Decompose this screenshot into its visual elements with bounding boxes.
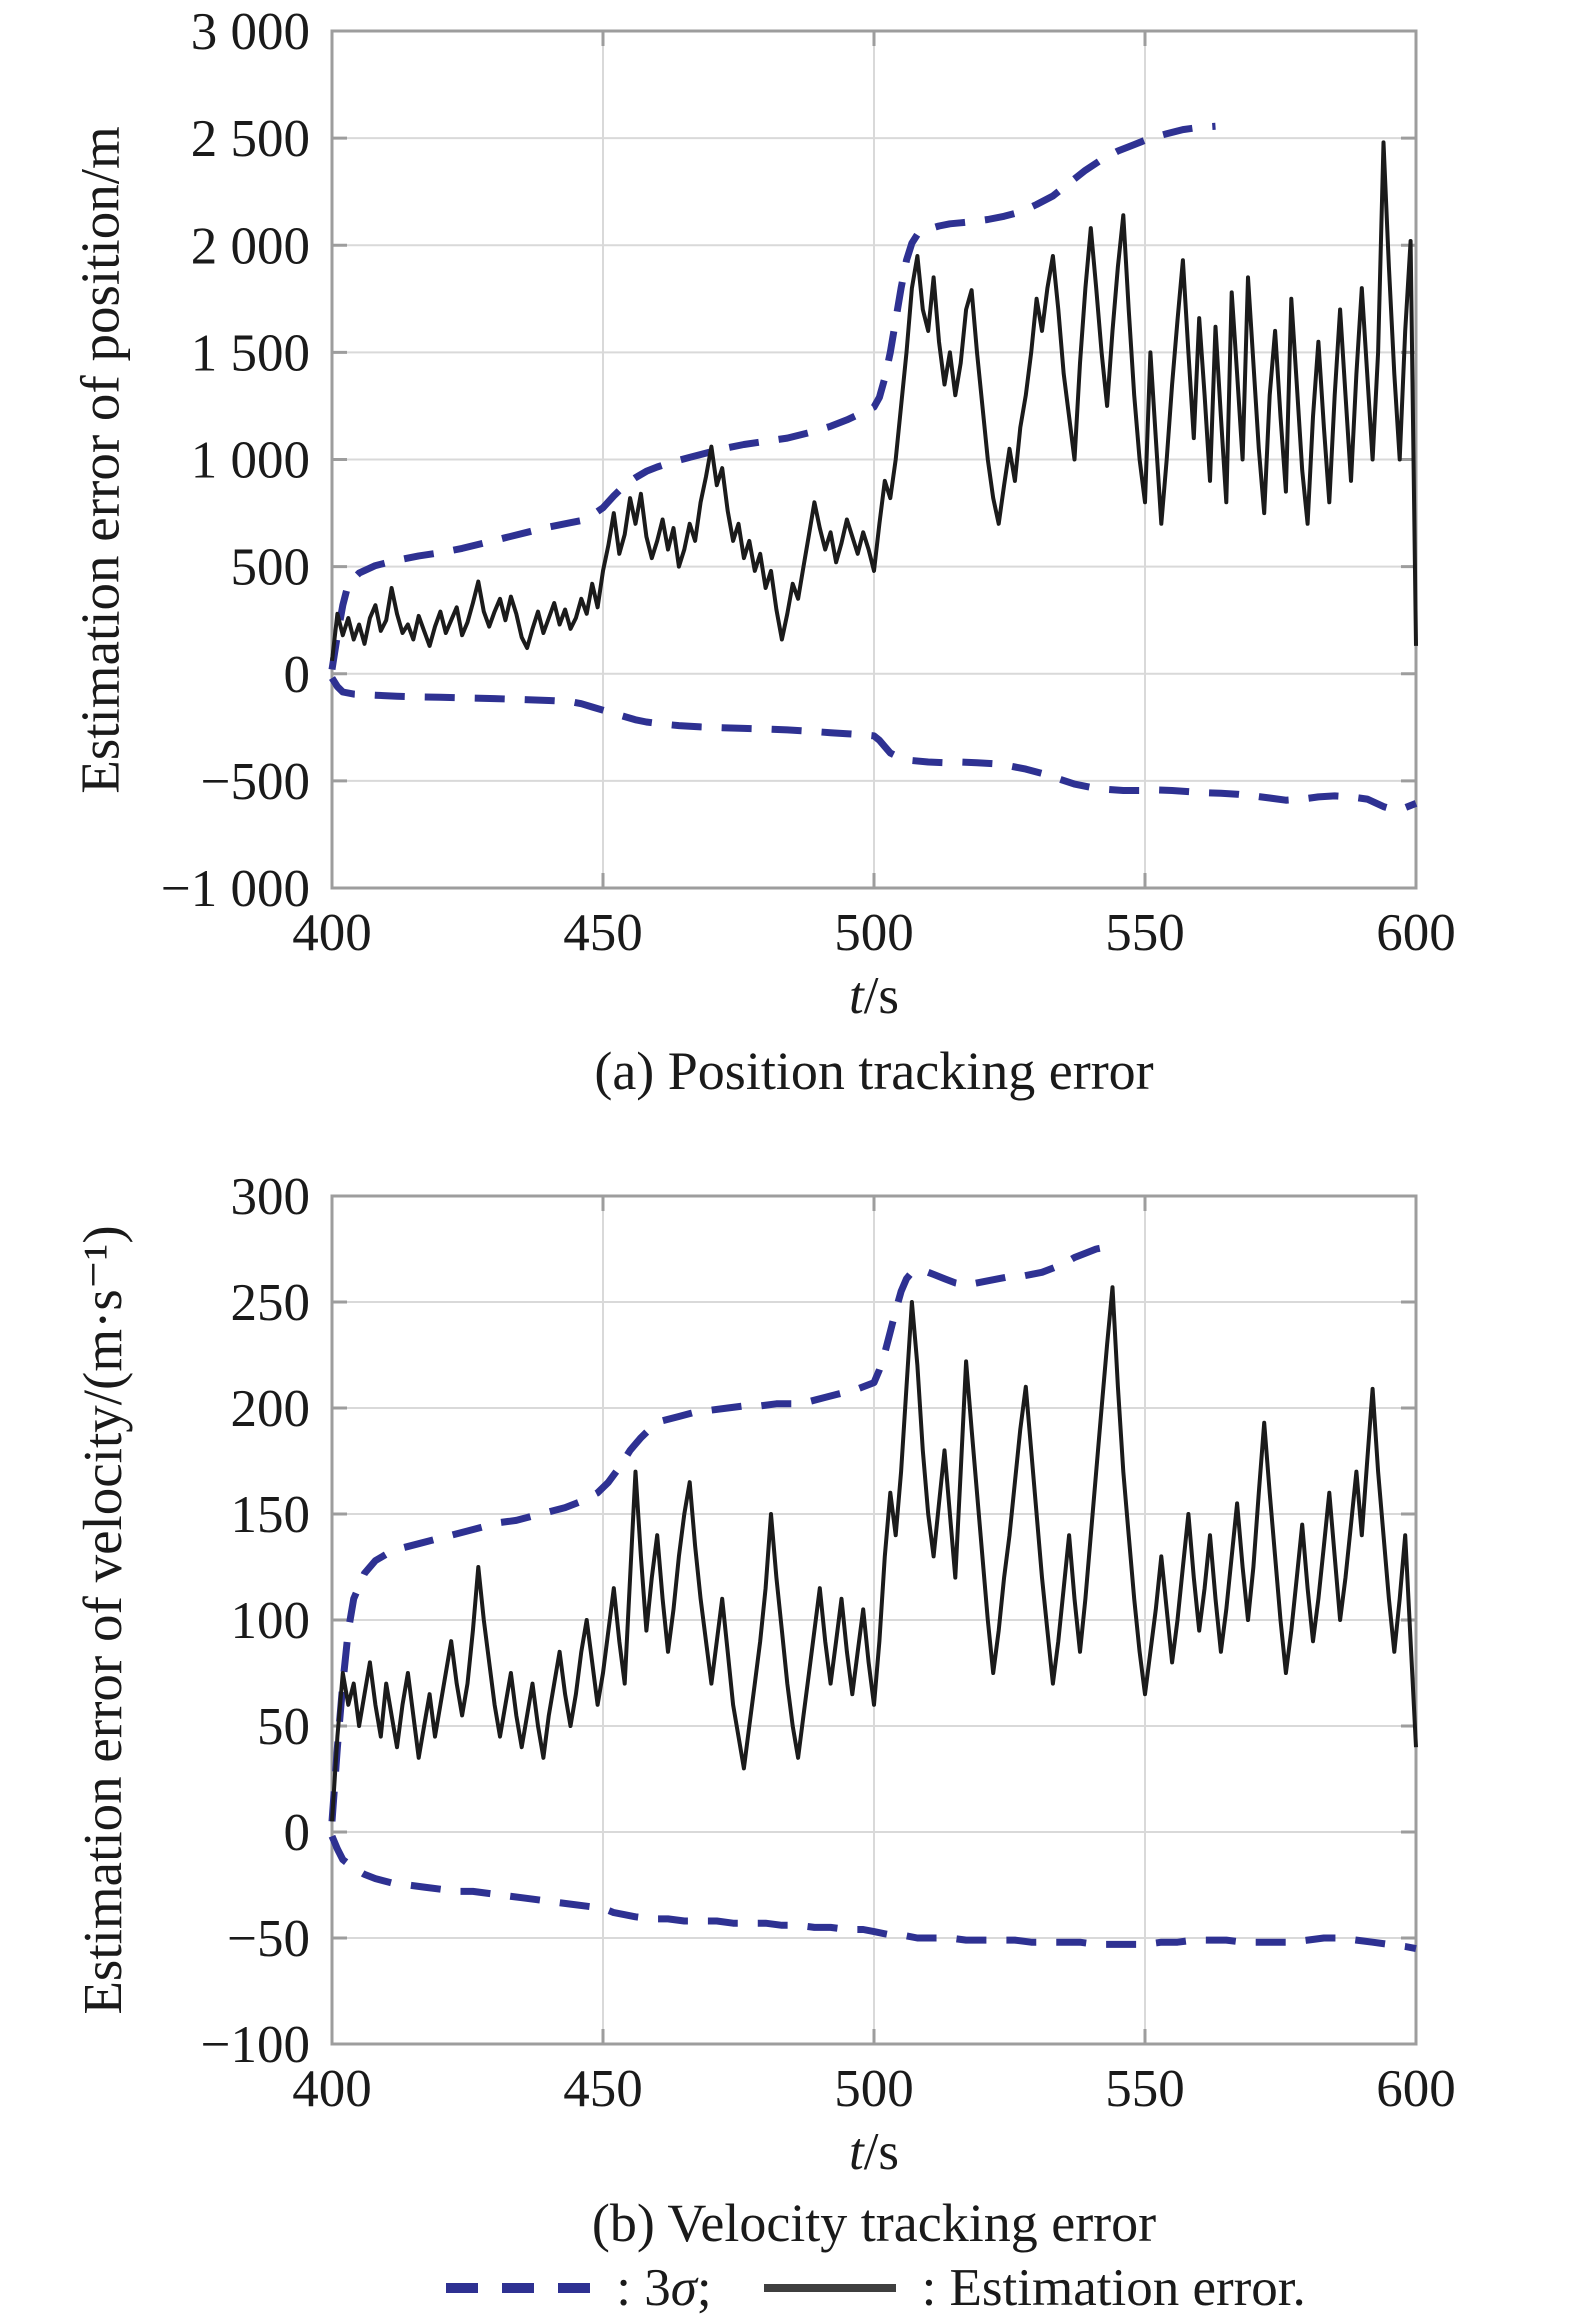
error-legend-label: : Estimation error.	[921, 2259, 1306, 2317]
y-tick-label: −100	[201, 2016, 310, 2074]
velocity-error-line	[330, 1285, 1418, 1822]
velocity-sigma-bound-line	[328, 1834, 1417, 1953]
x-tick-label: 400	[292, 904, 372, 962]
y-tick-label: 500	[231, 539, 311, 597]
x-tick-label: 450	[563, 2060, 643, 2118]
x-tick-label: 400	[292, 2060, 372, 2118]
y-tick-label: 250	[231, 1274, 311, 1332]
sigma-legend-label: : 3σ;	[616, 2259, 712, 2317]
y-tick-label: 1 500	[191, 324, 310, 382]
y-tick-label: −50	[227, 1910, 310, 1968]
velocity-y-axis-label: Estimation error of velocity/(m·s⁻¹)	[72, 1225, 133, 2015]
x-unit: /s	[863, 2123, 900, 2181]
y-tick-label: −1 000	[161, 860, 310, 918]
y-tick-label: 1 000	[191, 432, 310, 490]
x-tick-label: 500	[834, 904, 914, 962]
x-variable: t	[848, 2123, 864, 2181]
y-tick-label: 200	[231, 1380, 311, 1438]
x-tick-label: 550	[1105, 2060, 1185, 2118]
x-tick-label: 550	[1105, 904, 1185, 962]
x-tick-label: 500	[834, 2060, 914, 2118]
velocity-x-axis-label: t/s	[849, 2122, 899, 2182]
velocity-caption: (b) Velocity tracking error	[591, 2193, 1157, 2253]
y-tick-label: 2 000	[191, 217, 310, 275]
y-tick-label: 100	[231, 1592, 311, 1650]
figure-legend: : 3σ; : Estimation error.	[324, 2258, 1424, 2318]
y-tick-label: 150	[231, 1486, 311, 1544]
position-caption: (a) Position tracking error	[594, 1041, 1154, 1101]
x-tick-label: 600	[1376, 2060, 1456, 2118]
y-tick-label: 0	[284, 1804, 311, 1862]
y-tick-label: −500	[201, 753, 310, 811]
position-y-axis-label: Estimation error of position/m	[69, 126, 131, 794]
error-solid-swatch-icon	[763, 2284, 896, 2292]
y-tick-label: 300	[231, 1168, 311, 1226]
y-tick-label: 0	[284, 646, 311, 704]
x-tick-label: 600	[1376, 904, 1456, 962]
y-tick-label: 2 500	[191, 110, 310, 168]
position-error-line	[330, 140, 1418, 662]
y-tick-label: 50	[257, 1698, 310, 1756]
y-tick-label: 3 000	[191, 3, 310, 61]
position-sigma-bound-line	[328, 122, 1216, 671]
x-tick-label: 450	[563, 904, 643, 962]
position-x-axis-label: t/s	[849, 966, 899, 1026]
sigma-dashed-swatch-icon	[446, 2283, 591, 2293]
x-variable: t	[848, 967, 864, 1025]
position-sigma-bound-line	[329, 676, 1418, 814]
velocity-sigma-bound-line	[328, 1243, 1118, 1822]
x-unit: /s	[863, 967, 900, 1025]
